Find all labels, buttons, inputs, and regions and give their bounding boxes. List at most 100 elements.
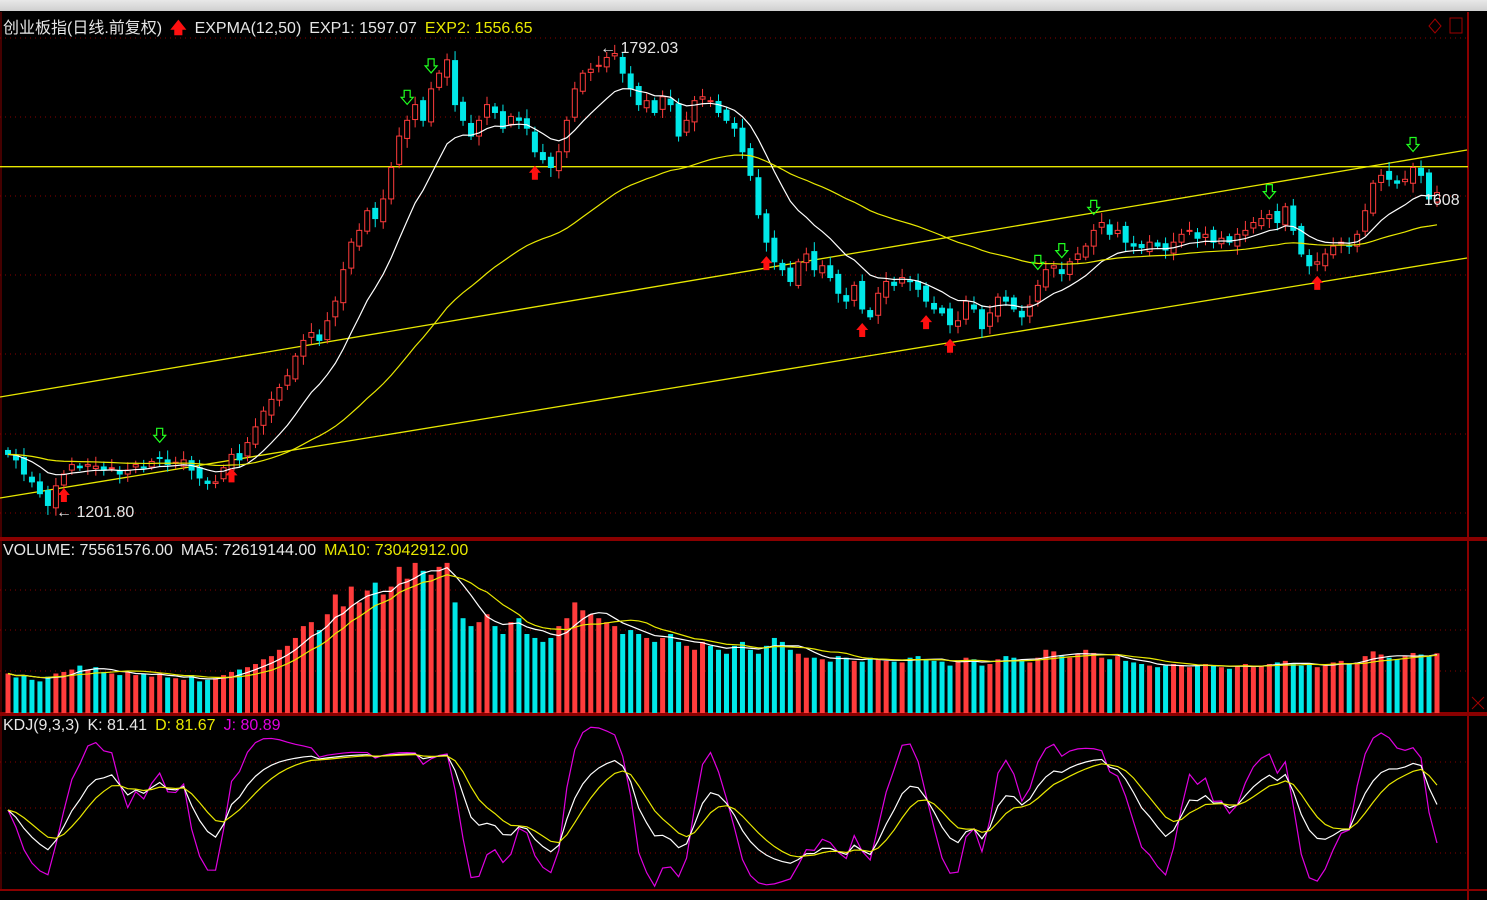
volume-bar <box>1362 656 1368 713</box>
candle-body <box>523 118 530 129</box>
candle-body <box>1026 304 1033 317</box>
j-value: J: 80.89 <box>223 717 281 734</box>
ma5-value: MA5: 72619144.00 <box>180 542 317 559</box>
buy-arrow-icon <box>920 315 933 330</box>
buy-arrow-icon <box>856 322 869 337</box>
volume-bar <box>923 659 929 713</box>
expma-label: EXPMA(12,50) <box>194 20 302 37</box>
toolbar-strip <box>0 0 1487 11</box>
candle-body <box>1010 297 1017 310</box>
volume-bar <box>787 649 793 713</box>
candle-body <box>939 307 946 314</box>
volume-bar <box>29 679 35 713</box>
exp2-value: EXP2: 1556.65 <box>424 20 533 37</box>
candle-body <box>507 115 514 125</box>
volume-bar <box>524 634 530 713</box>
volume-bar <box>516 618 522 713</box>
volume-bar <box>1131 662 1137 713</box>
candle-body <box>883 280 890 298</box>
volume-bar <box>276 649 282 713</box>
volume-bar <box>237 669 243 713</box>
candle-body <box>412 104 419 121</box>
last-price-label: 1608 <box>1424 192 1468 210</box>
candle-body <box>875 292 882 316</box>
candle-body <box>148 460 155 468</box>
candle-body <box>787 267 794 282</box>
volume-bar <box>899 662 905 713</box>
volume-bar <box>907 657 913 713</box>
candle-body <box>1306 255 1313 267</box>
candle-body <box>803 253 810 264</box>
volume-bar <box>835 656 841 713</box>
sell-arrow-icon <box>399 89 415 106</box>
candle-body <box>771 237 778 263</box>
volume-bar <box>117 675 123 713</box>
volume-bar <box>53 673 59 713</box>
candle-body <box>356 229 363 247</box>
candle-body <box>340 269 347 304</box>
candle-body <box>324 320 331 341</box>
volume-bar <box>165 677 171 713</box>
volume-bar <box>1410 652 1416 713</box>
kdj-j-line <box>7 726 1438 888</box>
volume-bar <box>85 669 91 713</box>
candle-body <box>1090 229 1097 247</box>
candle-body <box>68 464 75 471</box>
volume-bar <box>157 673 163 713</box>
candle-body <box>659 96 666 110</box>
candle-body <box>891 281 898 286</box>
candle-body <box>460 101 467 121</box>
candle-body <box>28 476 35 483</box>
candle-body <box>779 262 786 271</box>
candle-body <box>308 332 315 338</box>
candle-body <box>819 265 826 274</box>
candle-body <box>60 473 67 486</box>
candle-body <box>1114 229 1121 235</box>
candle-body <box>715 100 722 113</box>
candle-body <box>579 72 586 92</box>
sell-arrow-icon <box>1262 184 1277 200</box>
sell-arrow-icon <box>1030 254 1046 271</box>
volume-bar <box>1242 664 1248 713</box>
volume-bar <box>61 671 67 713</box>
upper-trendline <box>0 149 1468 398</box>
volume-bar <box>668 634 674 713</box>
candle-body <box>1266 214 1273 220</box>
candle-body <box>1402 178 1409 183</box>
candle-body <box>1002 296 1009 302</box>
volume-bar <box>684 645 690 713</box>
candle-body <box>1074 253 1081 260</box>
candle-body <box>707 100 714 103</box>
volume-bar <box>77 665 83 713</box>
volume-bar <box>1258 665 1264 713</box>
volume-bar <box>947 665 953 713</box>
volume-bar <box>588 614 594 713</box>
candle-body <box>491 106 498 113</box>
candle-body <box>1298 225 1305 255</box>
candle-body <box>372 207 379 220</box>
volume-bar <box>316 630 322 713</box>
volume-bar <box>1386 657 1392 713</box>
volume-bar <box>612 626 618 713</box>
candle-body <box>1226 236 1233 243</box>
candle-body <box>483 104 490 118</box>
volume-header: VOLUME: 75561576.00 MA5: 72619144.00 MA10:… <box>3 542 476 560</box>
volume-bar <box>971 659 977 713</box>
volume-bar <box>1378 654 1384 713</box>
volume-bar <box>827 661 833 713</box>
candle-body <box>515 117 522 121</box>
volume-bar <box>125 671 131 713</box>
candle-body <box>404 119 411 139</box>
max-price-label: ← 1792.03 <box>600 40 679 57</box>
candle-body <box>986 312 993 327</box>
candle-body <box>196 467 203 479</box>
candle-body <box>1082 245 1089 258</box>
volume-bar <box>803 657 809 713</box>
candle-body <box>1122 225 1129 243</box>
candle-body <box>468 122 475 137</box>
candle-body <box>1018 310 1025 318</box>
volume-bar <box>181 679 187 713</box>
candle-body <box>452 60 459 106</box>
volume-bar <box>5 673 11 713</box>
